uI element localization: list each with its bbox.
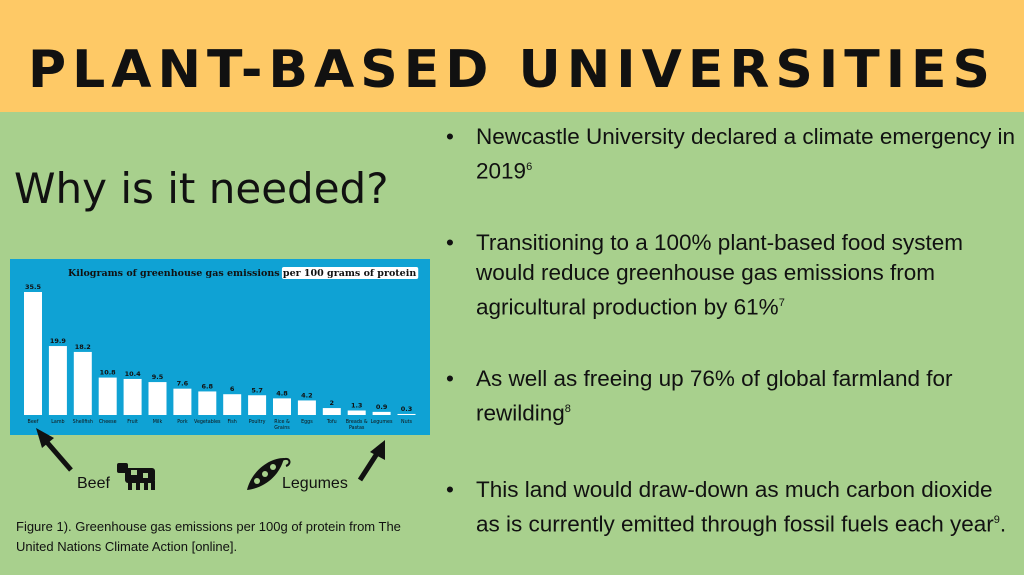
page-title: PLANT-BASED UNIVERSITIES [27, 40, 997, 100]
category-label: Rice & Grains [274, 419, 290, 431]
bullet-item: This land would draw-down as much carbon… [446, 475, 1021, 540]
arrow-icon [36, 428, 73, 472]
emissions-chart: Kilograms of greenhouse gas emissions pe… [10, 259, 430, 435]
bar-value-label: 4.8 [276, 389, 288, 397]
bullet-end: . [999, 511, 1007, 537]
bar-value-label: 0.9 [376, 403, 388, 411]
bullet-item: Transitioning to a 100% plant-based food… [446, 228, 1021, 323]
legumes-label: Legumes [282, 475, 348, 492]
footnote-ref: 9 [993, 514, 1000, 526]
bullet-text: Newcastle University declared a climate … [476, 124, 1015, 184]
chart-bar [397, 413, 416, 415]
bar-value-label: 6 [230, 385, 235, 393]
bullet-text: This land would draw-down as much carbon… [476, 477, 994, 537]
bar-value-label: 10.8 [100, 369, 117, 377]
bar-value-label: 1.3 [351, 401, 363, 409]
category-label: Milk [153, 419, 163, 425]
pea-pod-icon [247, 457, 291, 490]
emissions-chart-svg: Kilograms of greenhouse gas emissions pe… [24, 267, 419, 431]
category-label: Poultry [249, 419, 266, 425]
category-label: Fruit [127, 419, 138, 425]
chart-title-highlight [281, 267, 419, 279]
footnote-ref: 8 [564, 403, 571, 415]
bar-value-label: 9.5 [152, 373, 164, 381]
category-label: Cheese [99, 419, 117, 425]
chart-bar [148, 382, 167, 415]
bullet-text: Transitioning to a 100% plant-based food… [476, 230, 963, 320]
chart-bar [123, 378, 142, 415]
bar-value-label: 2 [330, 399, 335, 407]
chart-bar [24, 292, 42, 415]
footnote-ref: 7 [778, 297, 785, 309]
bullet-item: As well as freeing up 76% of global farm… [446, 364, 1021, 429]
category-label: Shellfish [73, 419, 93, 425]
chart-bar [98, 377, 117, 415]
bar-value-label: 6.8 [202, 382, 214, 390]
category-label: Beef [28, 419, 39, 425]
category-label: Tofu [326, 419, 337, 425]
bar-value-label: 35.5 [25, 283, 42, 291]
title-banner: PLANT-BASED UNIVERSITIES [0, 0, 1024, 112]
chart-bar [372, 411, 391, 415]
bar-value-label: 10.4 [125, 370, 142, 378]
chart-bar [173, 388, 192, 415]
category-label: Breads & Pastas [346, 419, 368, 431]
category-label: Nuts [401, 419, 413, 425]
figure-caption: Figure 1). Greenhouse gas emissions per … [16, 519, 401, 554]
chart-bar [73, 351, 92, 415]
section-heading: Why is it needed? [14, 164, 389, 213]
category-label: Fish [228, 419, 237, 425]
category-label: Eggs [301, 419, 313, 425]
category-label: Pork [177, 419, 188, 425]
bar-value-label: 7.6 [177, 380, 189, 388]
chart-title: Kilograms of greenhouse gas emissions pe… [68, 268, 416, 279]
chart-bar [273, 398, 291, 415]
chart-bar [48, 346, 67, 415]
bar-value-label: 4.2 [301, 391, 313, 399]
cow-icon [117, 463, 155, 490]
arrow-icon [357, 440, 385, 482]
bullet-text: As well as freeing up 76% of global farm… [476, 366, 953, 426]
bar-value-label: 0.3 [401, 405, 413, 413]
category-label: Vegetables [194, 419, 221, 425]
chart-bar [297, 400, 316, 415]
chart-bar [347, 410, 366, 415]
chart-bar [248, 395, 267, 415]
footnote-ref: 6 [526, 161, 533, 173]
chart-bar [198, 391, 217, 415]
bar-value-label: 18.2 [75, 343, 91, 351]
category-label: Lamb [51, 419, 64, 425]
chart-bar [322, 408, 341, 415]
bar-value-label: 19.9 [50, 337, 67, 345]
chart-bar [223, 394, 242, 415]
bullet-item: Newcastle University declared a climate … [446, 122, 1021, 187]
bar-value-label: 5.7 [251, 386, 263, 394]
category-label: Legumes [371, 419, 393, 425]
beef-label: Beef [77, 475, 110, 492]
